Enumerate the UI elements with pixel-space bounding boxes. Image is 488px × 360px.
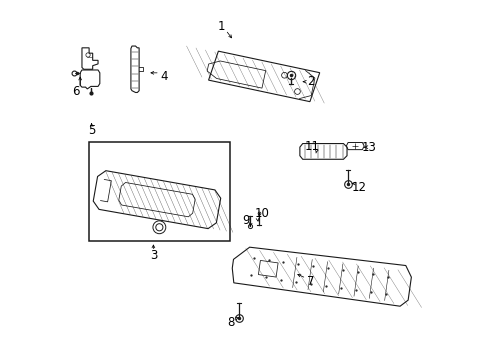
Text: 10: 10: [254, 207, 268, 220]
Text: 9: 9: [242, 213, 249, 226]
Text: 1: 1: [217, 20, 224, 33]
Bar: [89, 143, 230, 241]
Text: 7: 7: [306, 275, 314, 288]
Text: 13: 13: [361, 141, 375, 154]
Text: 11: 11: [304, 140, 319, 153]
Text: 8: 8: [227, 316, 234, 329]
Text: 2: 2: [306, 75, 314, 88]
Text: 12: 12: [351, 181, 366, 194]
Text: 4: 4: [160, 70, 167, 83]
Text: 3: 3: [149, 248, 157, 261]
Text: 6: 6: [72, 85, 80, 98]
Text: 5: 5: [88, 124, 95, 137]
